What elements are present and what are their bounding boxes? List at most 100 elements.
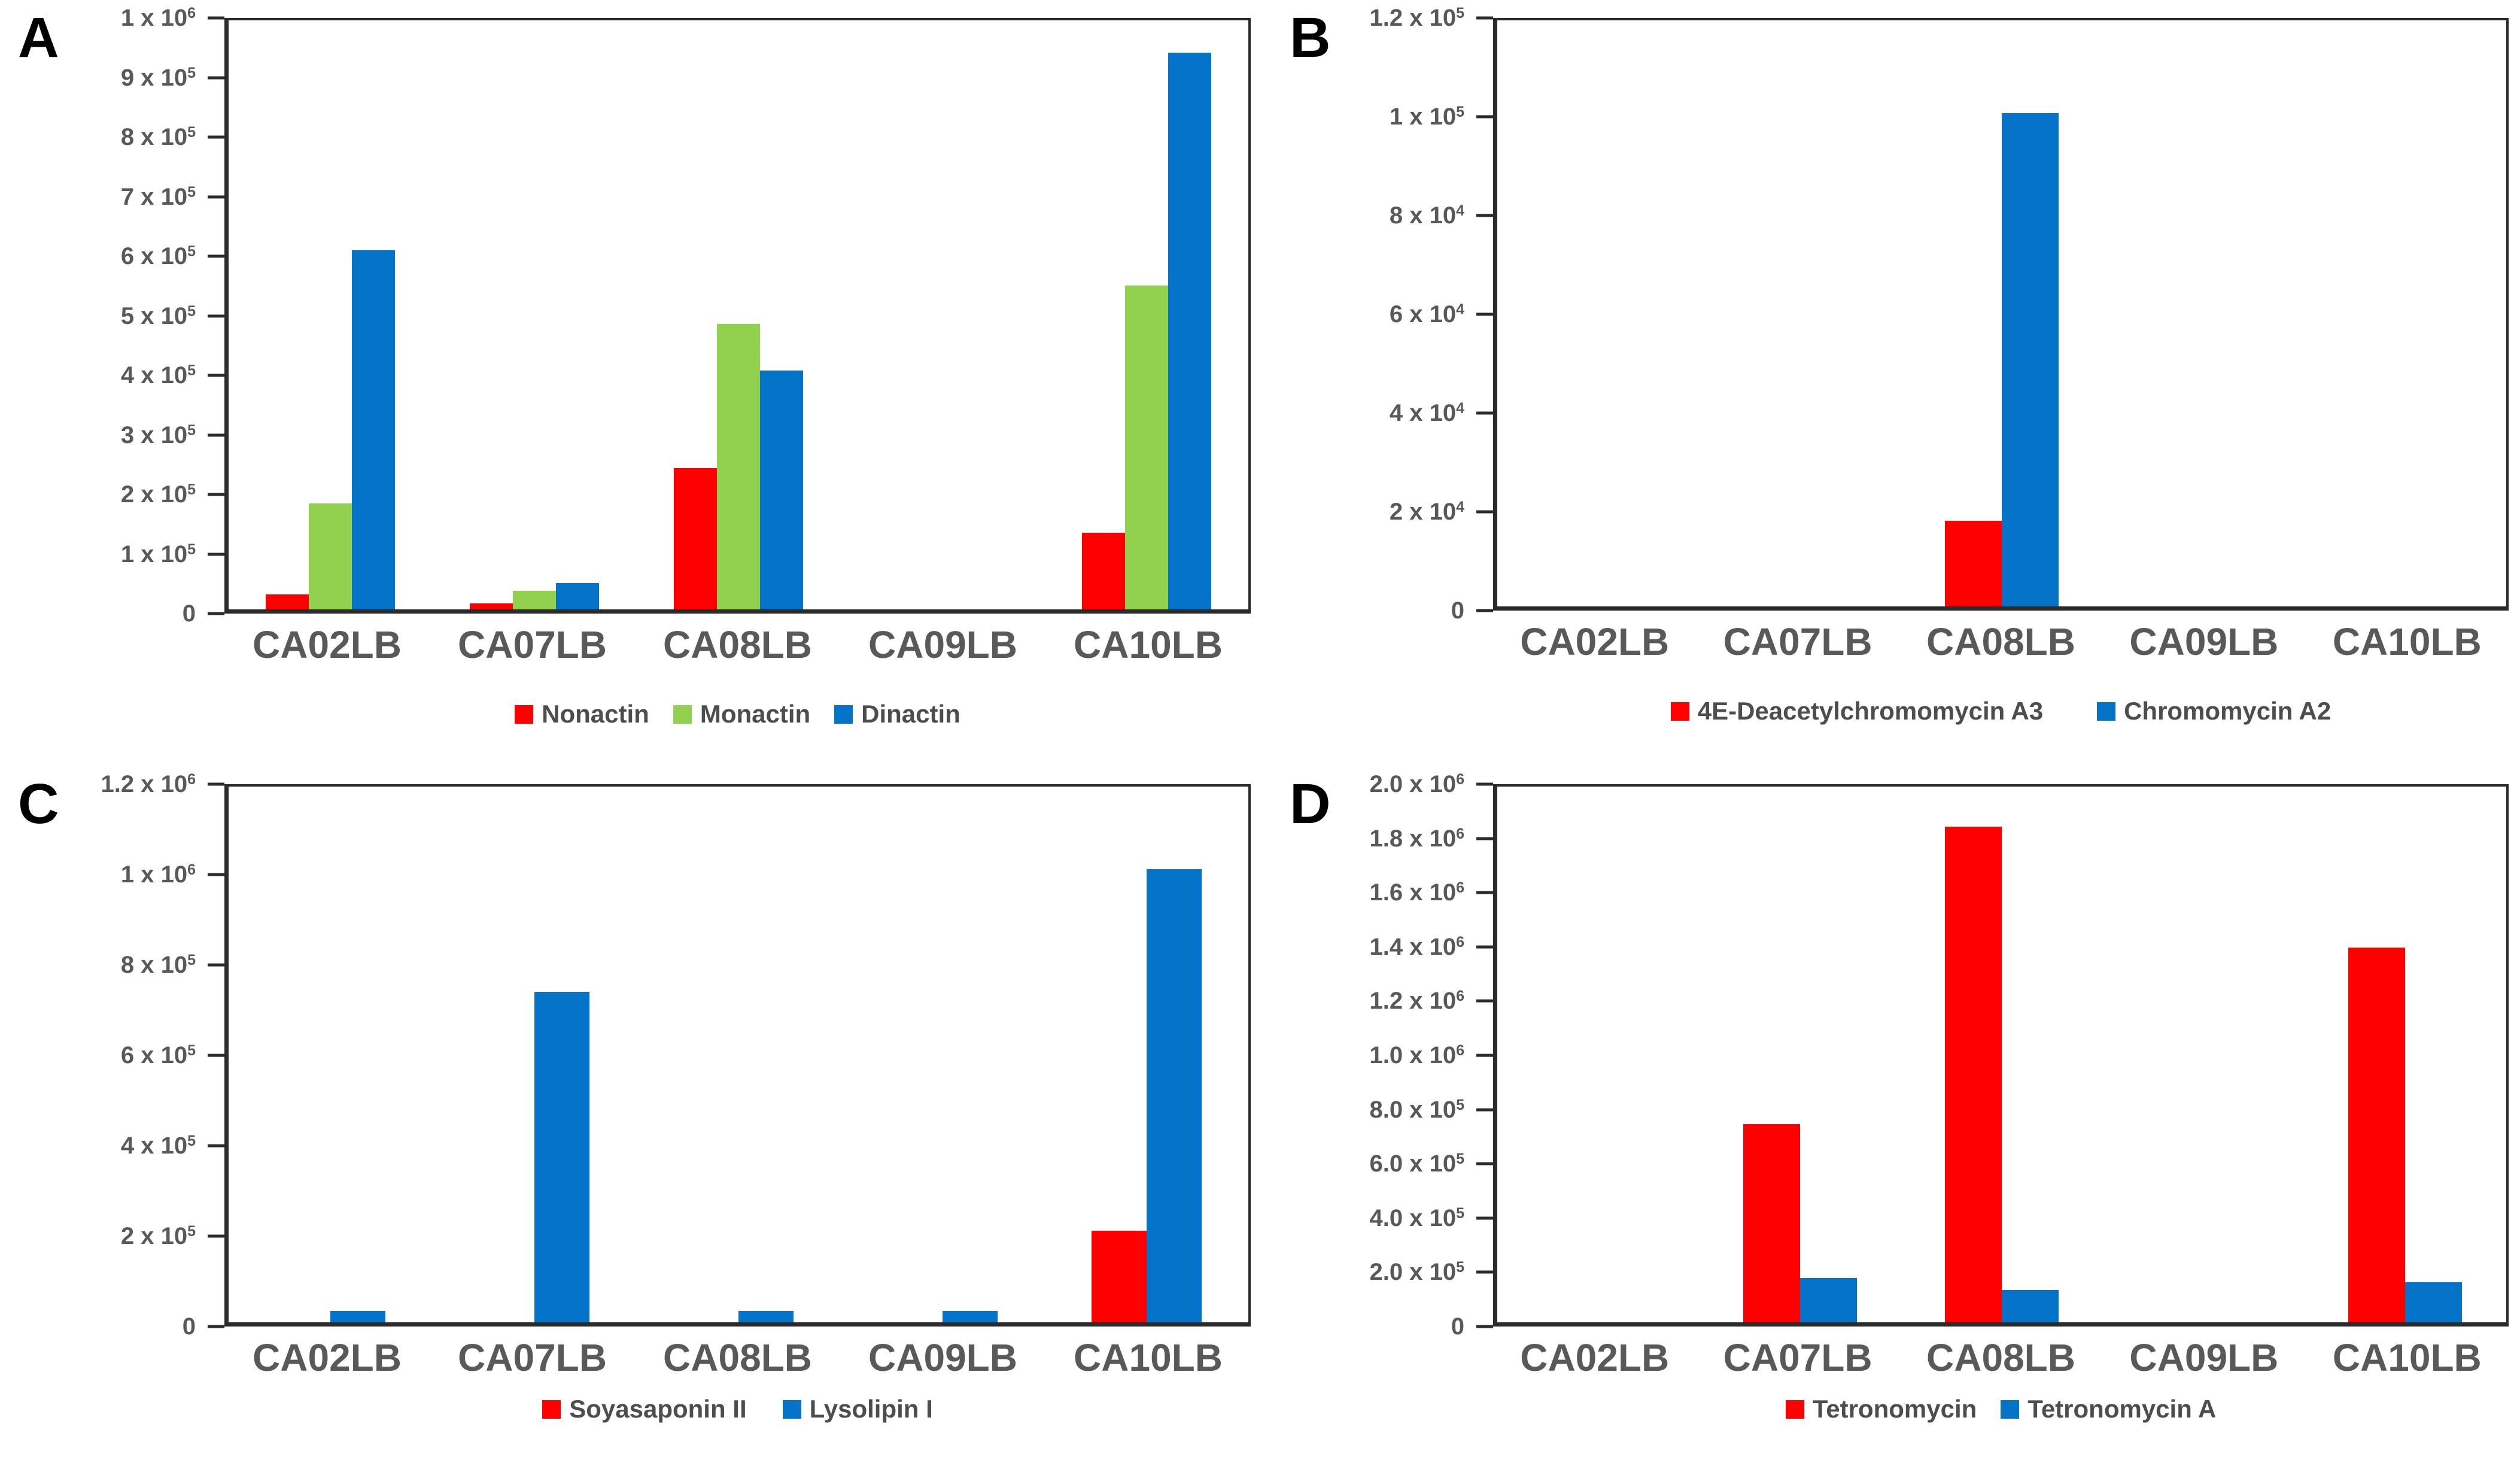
y-tick-mark [208,76,224,79]
x-category-label-CA02LB: CA02LB [253,623,402,666]
category-slot-CA09LB [2103,20,2305,606]
legend-swatch-icon [1670,702,1689,721]
panel-letter-D: D [1290,772,1331,836]
plot-area [224,784,1251,1327]
y-tick-label: 8 x 104 [1389,202,1464,229]
y-tick-label: 1.2 x 105 [1369,5,1464,31]
panel-letter-B: B [1290,6,1331,69]
x-category-label-CA10LB: CA10LB [2332,1336,2482,1379]
y-tick-label: 1.2 x 106 [101,771,196,797]
legend-label: Lysolipin I [809,1395,933,1423]
panel-D: D 0 2.0 x 105 4.0 x 105 6.0 x 105 8.0 x 105 1.… [1290,772,2509,1422]
y-tick-mark [1476,945,1493,949]
y-tick-mark [1476,214,1493,217]
y-tick-mark [1476,1162,1493,1165]
bar-4E-Deacetylchromomycin A3-CA08LB [1944,521,2002,606]
plot-column: CA02LB CA07LB CA08LB CA09LB CA10LB Nonactin Mo… [224,18,1251,727]
bar-Lysolipin I-CA07LB [534,992,590,1322]
y-tick-label: 1.4 x 106 [1369,933,1464,960]
y-tick-label: 2.0 x 106 [1369,771,1464,797]
category-slot-CA10LB [2305,20,2506,606]
legend-label: Soyasaponin II [569,1395,747,1423]
y-tick-label: 1.6 x 106 [1369,879,1464,906]
y-tick-label: 7 x 105 [120,183,196,210]
plot-area [224,18,1251,614]
legend-label: Chromomycin A2 [2124,697,2331,725]
x-category-label-CA02LB: CA02LB [1520,1336,1670,1379]
y-tick-mark [1476,891,1493,894]
y-axis: 0 1 x 105 2 x 105 3 x 105 4 x 105 5 x 105 6 x … [18,6,224,626]
panel-letter-C: C [18,772,59,836]
legend-label: Tetronomycin [1812,1395,1977,1423]
y-tick-label: 0 [1451,597,1464,624]
y-tick-mark [1476,837,1493,840]
y-tick-mark [1476,1108,1493,1112]
y-tick-mark [208,782,224,786]
legend: Nonactin Monactin Dinactin [224,702,1251,727]
x-category-label-CA09LB: CA09LB [868,1336,1017,1379]
category-slot-CA07LB [433,787,637,1322]
y-tick-label: 2 x 105 [120,1223,196,1250]
bar-Chromomycin A2-CA08LB [2001,113,2059,606]
category-slot-CA10LB [1044,787,1248,1322]
y-tick-label: 3 x 105 [120,421,196,448]
bar-Nonactin-CA02LB [266,594,309,609]
y-tick-label: 4.0 x 105 [1369,1204,1464,1231]
legend-entry-Nonactin: Nonactin [515,702,649,727]
y-tick-label: 0 [182,600,196,627]
x-category-label-CA07LB: CA07LB [458,1336,607,1379]
y-tick-label: 0 [1451,1313,1464,1340]
x-category-label-CA08LB: CA08LB [1926,1336,2075,1379]
legend: Tetronomycin Tetronomycin A [1493,1397,2509,1422]
bar-Tetronomycin A-CA10LB [2405,1282,2463,1322]
legend-label: Tetronomycin A [2027,1395,2217,1423]
y-tick-mark [1476,1054,1493,1057]
y-tick-mark [1476,16,1493,20]
y-tick-mark [1476,1325,1493,1328]
bar-Lysolipin I-CA08LB [738,1311,794,1322]
bar-Tetronomycin A-CA08LB [2001,1290,2059,1322]
legend-entry-4E-Deacetylchromomycin A3: 4E-Deacetylchromomycin A3 [1670,697,2044,725]
panel-B: B 0 2 x 104 4 x 104 6 x 104 8 x 104 1 x 105 1.2… [1290,6,2509,725]
bar-Monactin-CA02LB [309,503,352,609]
x-category-label-CA09LB: CA09LB [868,623,1017,666]
x-category-label-CA10LB: CA10LB [1074,623,1223,666]
legend-swatch-icon [515,705,534,724]
x-category-label-CA02LB: CA02LB [1520,620,1670,663]
y-tick-label: 8.0 x 105 [1369,1096,1464,1123]
bar-Lysolipin I-CA10LB [1146,869,1202,1322]
y-tick-label: 1.8 x 106 [1369,825,1464,852]
y-tick-mark [208,16,224,20]
legend-label: Nonactin [542,700,649,728]
y-tick-mark [208,1054,224,1057]
y-tick-label: 2 x 105 [120,481,196,508]
y-tick-mark [208,374,224,377]
y-tick-mark [1476,1216,1493,1220]
x-category-label-CA08LB: CA08LB [663,623,812,666]
y-tick-label: 1 x 106 [120,861,196,888]
legend-swatch-icon [782,1400,801,1419]
legend-entry-Tetronomycin A: Tetronomycin A [2001,1397,2216,1422]
bar-chart: 0 2 x 105 4 x 105 6 x 105 8 x 105 1 x 106 1.2 … [18,772,1251,1422]
y-tick-label: 8 x 105 [120,124,196,150]
x-category-label-CA09LB: CA09LB [2129,620,2279,663]
y-axis: 0 2 x 104 4 x 104 6 x 104 8 x 104 1 x 105 1.2 … [1290,6,1493,623]
y-tick-label: 1.2 x 106 [1369,988,1464,1015]
y-tick-label: 1.0 x 106 [1369,1042,1464,1069]
category-slot-CA08LB [637,20,841,609]
y-tick-mark [208,135,224,139]
legend-label: Monactin [700,700,811,728]
y-tick-label: 4 x 104 [1389,400,1464,426]
legend-entry-Lysolipin I: Lysolipin I [782,1395,933,1423]
legend-label: 4E-Deacetylchromomycin A3 [1697,697,2044,725]
bar-Tetronomycin-CA08LB [1944,827,2002,1322]
y-tick-mark [208,1325,224,1328]
bar-Tetronomycin A-CA07LB [1799,1278,1857,1322]
bar-Nonactin-CA10LB [1081,533,1125,609]
bar-Lysolipin I-CA09LB [942,1311,998,1322]
category-slot-CA10LB [1044,20,1248,609]
plot-column: CA02LB CA07LB CA08LB CA09LB CA10LB Soyasaponi… [224,784,1251,1422]
x-axis-labels: CA02LB CA07LB CA08LB CA09LB CA10LB [224,621,1251,669]
bar-chart: 0 2.0 x 105 4.0 x 105 6.0 x 105 8.0 x 105 1.0… [1290,772,2509,1422]
x-category-label-CA08LB: CA08LB [663,1336,812,1379]
